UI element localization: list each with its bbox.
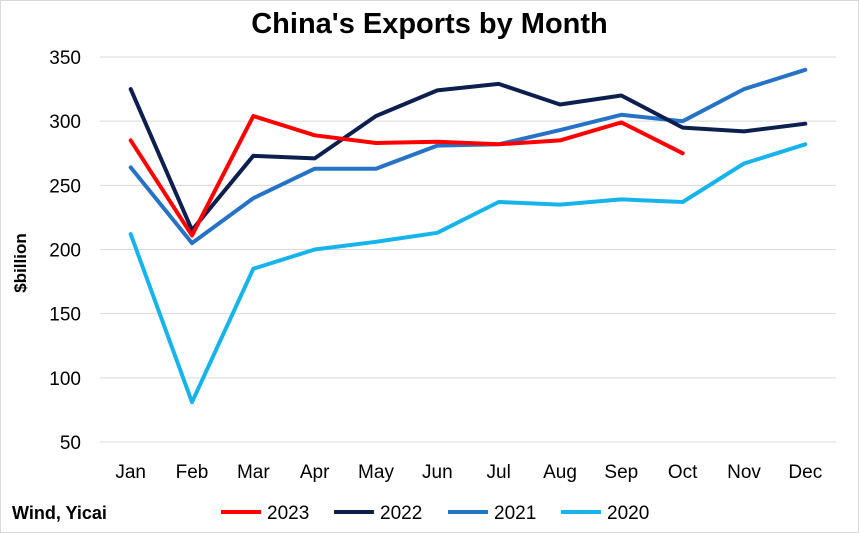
x-tick-label: Oct xyxy=(668,462,698,483)
gridlines xyxy=(100,56,836,443)
legend: 2023 2022 2021 2020 xyxy=(221,503,649,524)
legend-label-2022: 2022 xyxy=(380,503,422,524)
x-tick-label: Nov xyxy=(727,462,761,483)
x-axis-ticks: Jan Feb Mar Apr May Jun Jul Aug Sep Oct Nov Dec xyxy=(115,462,822,483)
series-lines xyxy=(128,67,808,405)
y-tick-label: 150 xyxy=(49,305,81,326)
x-tick-label: Jun xyxy=(422,462,453,483)
legend-label-2021: 2021 xyxy=(494,503,536,524)
x-tick-label: Sep xyxy=(604,462,638,483)
y-axis-ticks: 50 100 150 200 250 300 350 xyxy=(49,48,81,454)
x-tick-label: Dec xyxy=(788,462,822,483)
x-tick-label: Feb xyxy=(176,462,209,483)
x-tick-label: Jan xyxy=(115,462,146,483)
x-tick-label: Jul xyxy=(487,462,511,483)
x-tick-label: May xyxy=(358,462,394,483)
series-line-2020 xyxy=(128,142,808,405)
legend-label-2023: 2023 xyxy=(267,503,309,524)
y-tick-label: 100 xyxy=(49,369,81,390)
source-note: Wind, Yicai xyxy=(12,503,107,523)
y-tick-label: 250 xyxy=(49,176,81,197)
chart-title: China's Exports by Month xyxy=(251,8,608,40)
y-tick-label: 50 xyxy=(60,433,81,454)
x-tick-label: Mar xyxy=(237,462,270,483)
y-tick-label: 300 xyxy=(49,112,81,133)
series-line-2022 xyxy=(128,81,808,233)
x-tick-label: Aug xyxy=(543,462,577,483)
y-tick-label: 350 xyxy=(49,48,81,69)
x-tick-label: Apr xyxy=(300,462,330,483)
y-tick-label: 200 xyxy=(49,241,81,262)
legend-label-2020: 2020 xyxy=(607,503,649,524)
series-line-2023 xyxy=(128,114,685,238)
